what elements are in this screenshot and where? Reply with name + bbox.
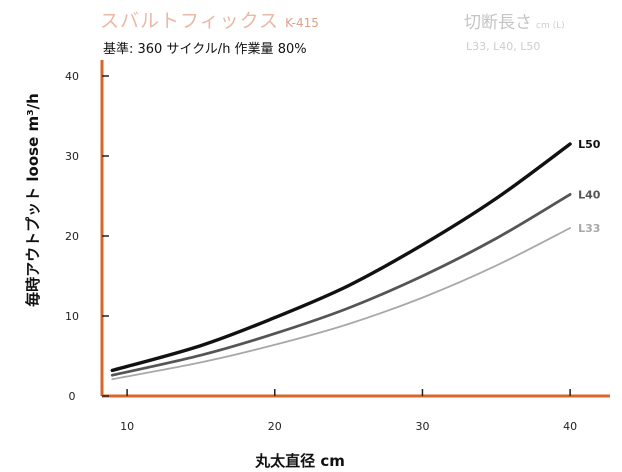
y-tick-label: 20 [65, 230, 79, 243]
x-tick-label: 30 [415, 420, 429, 433]
series-line-l33 [111, 227, 571, 381]
series-line-l50 [110, 142, 572, 373]
y-tick-label: 0 [69, 390, 76, 403]
chart-title-text: スバルトフィックス [100, 10, 280, 32]
y-tick-label: 10 [65, 310, 79, 323]
basis-label: 基準: 360 サイクル/h 作業量 80% [103, 42, 307, 57]
model-label: K-415 [285, 16, 319, 30]
series-layer [110, 142, 572, 381]
axes: 0 10 20 30 40 10 20 30 40 [65, 60, 610, 433]
x-tick-label: 20 [268, 420, 282, 433]
x-axis-title: 丸太直径 cm [254, 452, 345, 470]
labels-layer: 丸太直径 cm 毎時アウトプット loose m³/h L50 L40 L33 [24, 93, 601, 470]
cut-length-unit: cm (L) [536, 21, 565, 31]
series-line-l40 [110, 193, 572, 377]
x-tick-label: 10 [120, 420, 134, 433]
series-label-l40: L40 [578, 188, 601, 201]
cut-length-title-text: 切断長さ [464, 13, 532, 33]
x-tick-label: 40 [563, 420, 577, 433]
cut-length-values: L33, L40, L50 [466, 40, 541, 53]
chart-title: スバルトフィックス K-415 [100, 6, 319, 33]
y-axis-title: 毎時アウトプット loose m³/h [24, 93, 42, 307]
series-label-l50: L50 [578, 138, 601, 151]
series-label-l33: L33 [578, 222, 600, 235]
y-tick-label: 40 [65, 70, 79, 83]
y-tick-label: 30 [65, 150, 79, 163]
cut-length-title: 切断長さ cm (L) [464, 8, 565, 33]
